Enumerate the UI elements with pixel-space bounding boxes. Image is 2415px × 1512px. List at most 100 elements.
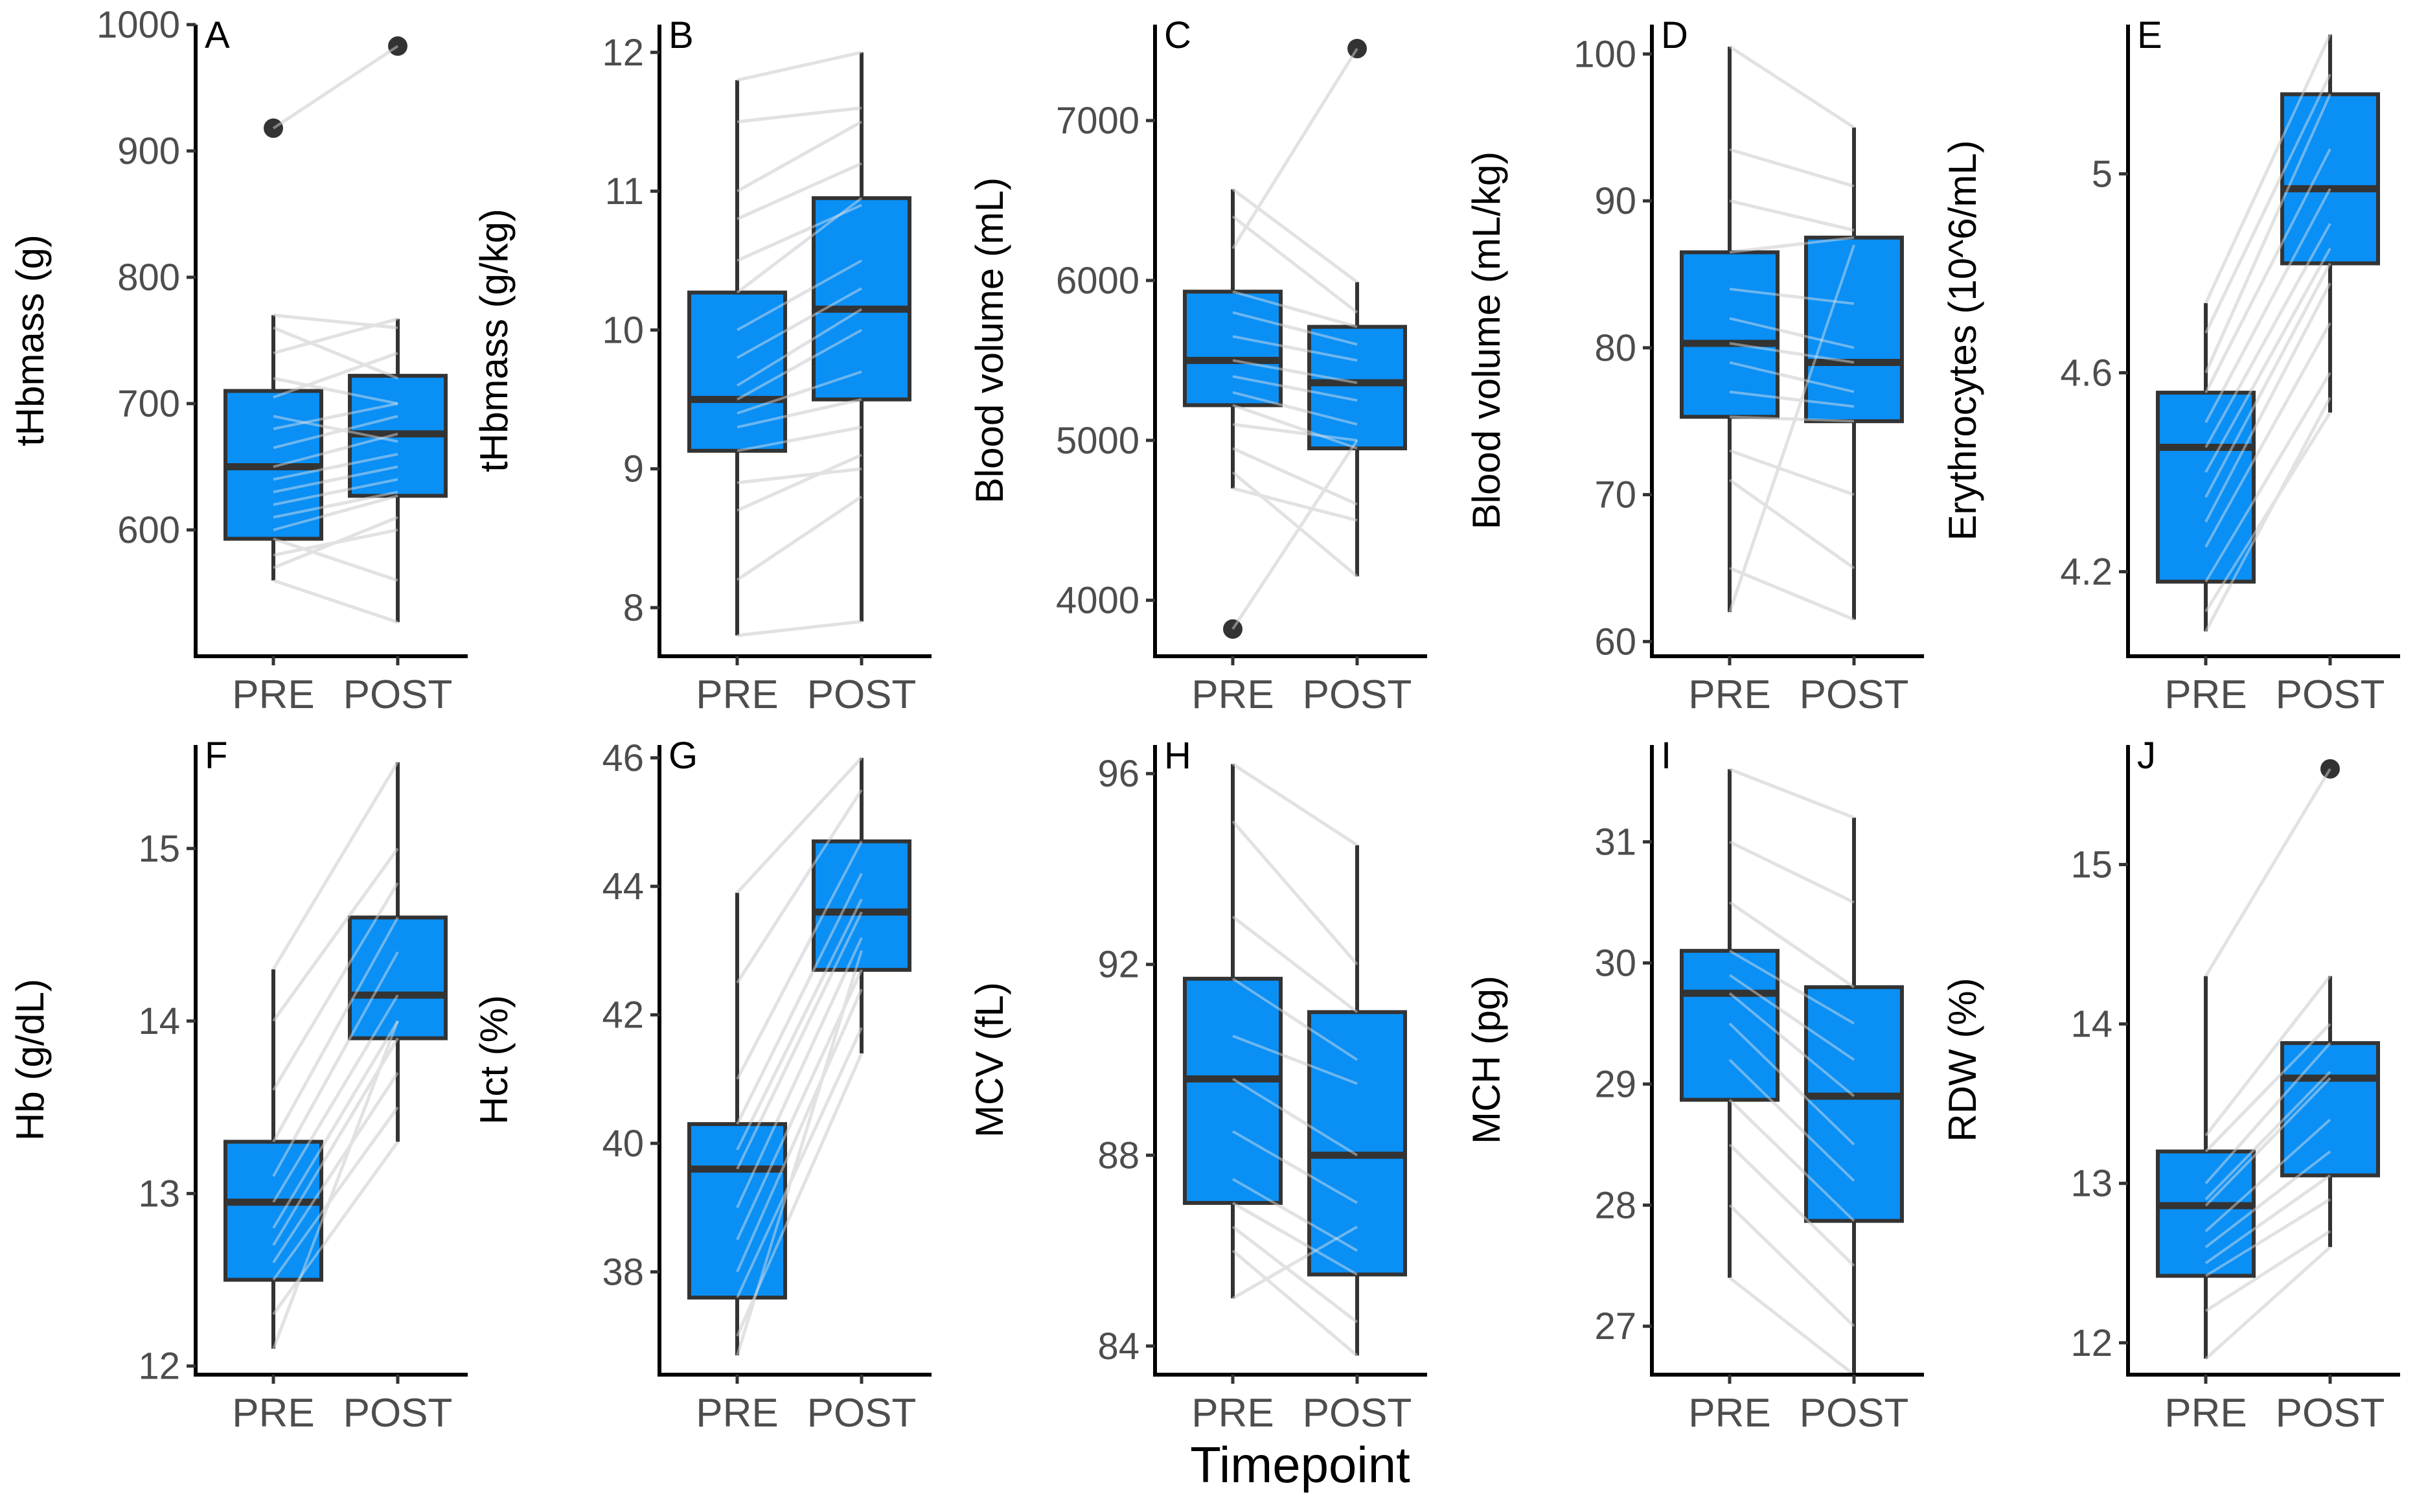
paired-line-overlay (1728, 1276, 1855, 1376)
paired-line-overlay (736, 911, 863, 1170)
y-tick-label: 9 (623, 448, 644, 490)
box-pre (223, 118, 323, 580)
paired-line-overlay (736, 873, 863, 1125)
paired-line-overlay (273, 326, 398, 380)
box-iqr (1680, 250, 1780, 419)
paired-line-overlay (737, 259, 862, 332)
paired-line-overlay (272, 847, 399, 1022)
paired-line-overlay (2204, 148, 2331, 394)
y-tick-label: 800 (117, 257, 180, 299)
paired-line (1231, 439, 1359, 630)
paired-line-overlay (272, 45, 399, 130)
paired-line-overlay (737, 287, 862, 360)
y-tick-label: 38 (602, 1251, 644, 1293)
paired-line-overlay (272, 1037, 399, 1246)
paired-line-overlay (272, 1071, 399, 1264)
paired-line-overlay (737, 620, 862, 637)
paired-line-overlay (1728, 992, 1855, 1097)
paired-line-overlay (737, 426, 862, 452)
outlier-point (2320, 759, 2340, 779)
box-iqr (223, 1140, 323, 1282)
paired-line-overlay (736, 937, 863, 1208)
paired-line-overlay (1232, 1035, 1358, 1085)
y-tick-label: 15 (138, 828, 180, 870)
box-iqr (2156, 391, 2256, 584)
y-tick-label: 13 (2070, 1163, 2112, 1205)
paired-line (1729, 449, 1855, 496)
outlier-point (388, 36, 407, 56)
panel-d: 60 70 80 90 100 PRE POST Blood volume (mL/kg) D (1465, 14, 1924, 717)
paired-line-overlay (2204, 1071, 2331, 1200)
paired-line-overlay (272, 1106, 399, 1281)
y-axis-title: RDW (%) (1941, 978, 1984, 1141)
box-post (1804, 127, 1904, 620)
x-tick-label: POST (1800, 672, 1909, 717)
x-tick-label: PRE (696, 1391, 778, 1436)
y-tick-label: 12 (602, 32, 644, 74)
box-pre (1183, 189, 1283, 639)
paired-line-overlay (273, 314, 398, 329)
y-tick-label: 96 (1097, 753, 1139, 795)
paired-line-overlay (1728, 1022, 1855, 1146)
paired-line-overlay (1728, 901, 1855, 989)
paired-line-overlay (2204, 93, 2331, 374)
paired-line-overlay (1728, 45, 1855, 129)
paired-line-overlay (2204, 73, 2331, 334)
paired-line-overlay (737, 106, 862, 123)
paired-line (1231, 762, 1358, 847)
paired-line (1231, 446, 1358, 506)
paired-line-overlay (1232, 375, 1358, 402)
box-iqr (687, 1122, 787, 1300)
paired-line (1231, 471, 1358, 578)
paired-line-overlay (736, 495, 863, 581)
box-iqr (1183, 976, 1283, 1205)
y-axis-title: tHbmass (g/kg) (472, 209, 516, 472)
outlier-point (1347, 39, 1367, 59)
paired-line-overlay (1231, 820, 1358, 966)
paired-line (1729, 768, 1855, 819)
paired-line (273, 578, 398, 624)
paired-line-overlay (1729, 567, 1855, 621)
paired-line (1728, 45, 1855, 129)
paired-line (2204, 34, 2332, 304)
paired-line-overlay (1728, 1204, 1855, 1327)
y-axis-title: Blood volume (mL/kg) (1465, 152, 1508, 530)
paired-line-overlay (273, 490, 398, 519)
paired-line-overlay (1231, 762, 1358, 847)
box-iqr (812, 839, 911, 972)
x-tick-label: POST (1303, 672, 1412, 717)
paired-line-overlay (2204, 372, 2331, 582)
paired-line-overlay (1232, 311, 1358, 346)
box-post (1307, 39, 1407, 577)
paired-line-overlay (1729, 342, 1855, 364)
paired-line-overlay (1232, 1130, 1358, 1204)
box-pre (223, 969, 323, 1349)
y-tick-label: 42 (602, 994, 644, 1037)
paired-line (271, 761, 400, 970)
outlier-point (1223, 619, 1242, 639)
paired-line-overlay (1728, 479, 1855, 569)
paired-line-overlay (2204, 768, 2331, 977)
paired-line-overlay (1232, 1202, 1358, 1276)
paired-line (736, 453, 863, 512)
paired-line (273, 537, 398, 582)
panel-tag: F (205, 735, 227, 777)
paired-line (1231, 188, 1358, 284)
paired-line (737, 51, 862, 82)
y-tick-label: 4.6 (2060, 352, 2112, 394)
y-tick-label: 14 (138, 1000, 180, 1042)
x-tick-label: POST (2276, 1391, 2385, 1436)
y-tick-label: 29 (1594, 1063, 1636, 1105)
box-iqr (2280, 92, 2380, 266)
paired-line-overlay (1231, 978, 1358, 1061)
panel-tag: I (1661, 735, 1671, 777)
paired-line-overlay (1729, 768, 1855, 819)
paired-line-overlay (1728, 1143, 1855, 1267)
box-iqr (1804, 985, 1904, 1223)
y-tick-label: 46 (602, 737, 644, 779)
y-tick-label: 44 (602, 865, 644, 908)
paired-line-overlay (273, 377, 398, 405)
panel-tag: G (669, 735, 698, 777)
paired-line (737, 467, 862, 485)
y-tick-label: 12 (138, 1346, 180, 1388)
